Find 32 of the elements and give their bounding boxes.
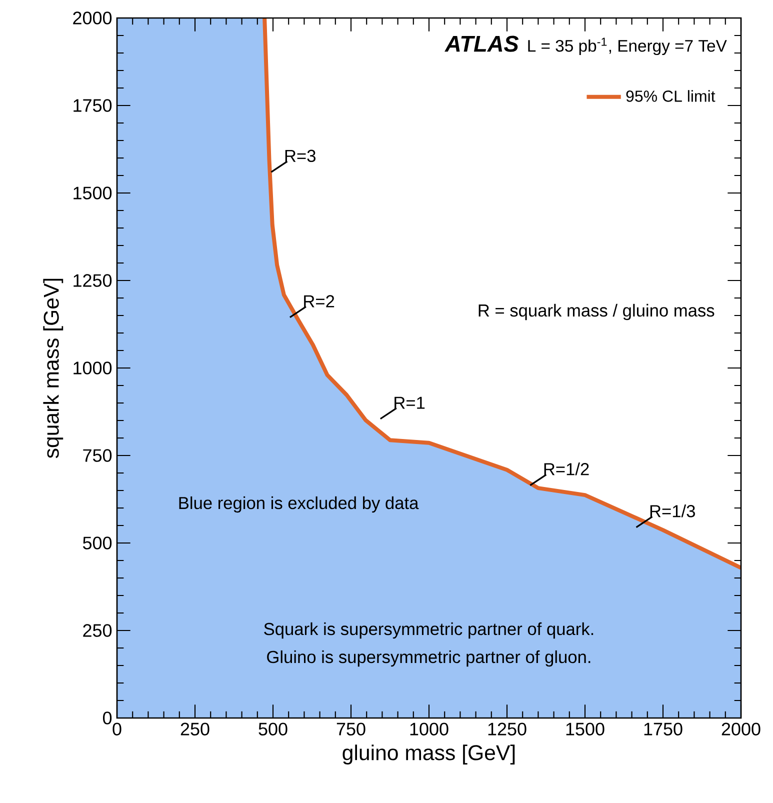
y-tick-label: 2000: [73, 12, 112, 24]
annotation: Blue region is excluded by data: [179, 496, 419, 513]
annotation: R=1/2: [544, 462, 589, 476]
text: ATLAS: [444, 36, 519, 52]
x-tick-label: 500: [258, 722, 288, 736]
x-tick-label: 1250: [488, 722, 526, 736]
y-tick-label: 500: [82, 536, 112, 550]
y-tick-label: 1750: [74, 99, 112, 112]
annotation: R=1/3: [650, 504, 695, 518]
text: L = 35 pb$^{-1}$, Energy =7 TeV: [528, 38, 727, 56]
annotation: R=3: [285, 150, 316, 162]
x-tick-label: 2000: [722, 722, 760, 736]
annotation: R=1: [394, 396, 425, 409]
x-tick-label: 250: [180, 722, 210, 736]
annotation: Gluino is supersymmetric partner of gluon.: [267, 650, 590, 667]
annotation: R = squark mass / gluino mass: [478, 304, 714, 320]
x-tick-label: 1000: [410, 722, 448, 736]
y-tick-label: 0: [102, 712, 112, 724]
x-tick-label: 0: [112, 722, 122, 736]
y-tick-label: 750: [83, 449, 112, 462]
y-tick-label: 250: [83, 624, 112, 637]
x-tick-label: 1750: [644, 722, 682, 736]
x-tick-label: 1500: [566, 722, 604, 736]
y-axis-title: squark mass [GeV]: [43, 278, 64, 458]
annotation: Squark is supersymmetric partner of quark.: [264, 622, 594, 639]
y-tick-label: 1000: [74, 362, 112, 374]
annotation: R=2: [304, 295, 334, 308]
x-axis-title: gluino mass [GeV]: [342, 744, 515, 764]
y-tick-label: 1250: [74, 274, 112, 287]
legend-label: 95% CL limit: [626, 90, 716, 102]
y-tick-label: 1500: [74, 186, 112, 200]
x-tick-label: 750: [336, 722, 366, 736]
